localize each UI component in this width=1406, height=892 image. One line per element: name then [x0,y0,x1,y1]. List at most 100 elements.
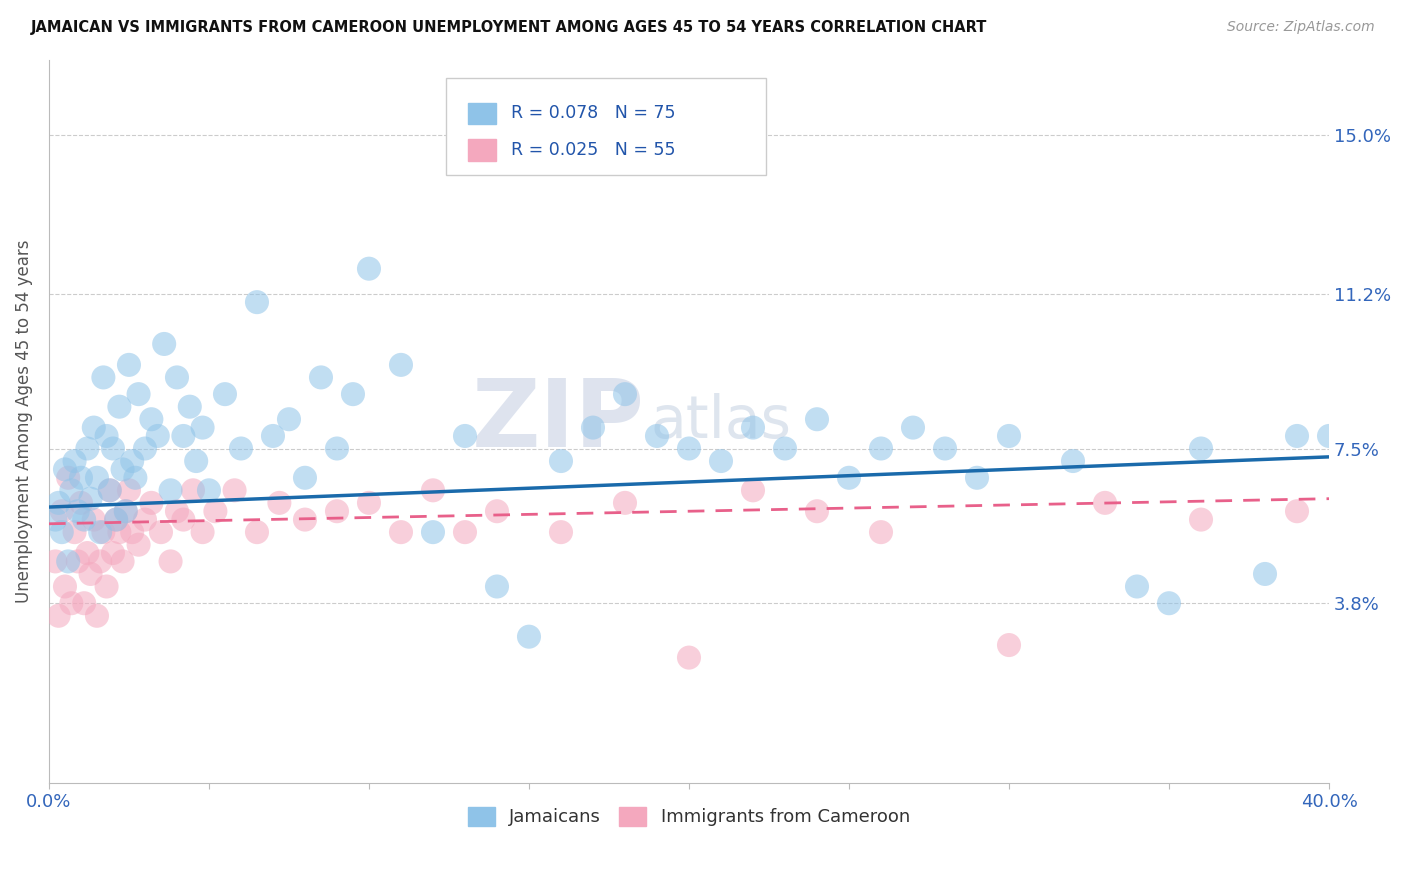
Point [870,525,893,540]
Point [98,483,121,498]
Point [172,513,194,527]
Legend: Jamaicans, Immigrants from Cameroon: Jamaicans, Immigrants from Cameroon [458,798,920,836]
Point [53,462,76,476]
Point [96,580,118,594]
Point [262,429,284,443]
Point [614,387,637,401]
Point [582,420,605,434]
Point [1285,504,1308,518]
Y-axis label: Unemployment Among Ages 45 to 54 years: Unemployment Among Ages 45 to 54 years [15,240,32,603]
Point [614,496,637,510]
Point [806,412,828,426]
Point [44,554,66,568]
Point [1094,496,1116,510]
Point [134,442,156,456]
Point [1189,442,1212,456]
Point [141,496,163,510]
Point [1189,513,1212,527]
Text: R = 0.078   N = 75: R = 0.078 N = 75 [510,104,675,122]
Point [83,513,105,527]
Point [134,513,156,527]
Point [172,429,194,443]
Point [63,525,86,540]
Point [111,462,134,476]
Point [66,554,89,568]
Text: atlas: atlas [651,392,792,450]
Point [86,471,108,485]
Point [422,483,444,498]
Text: JAMAICAN VS IMMIGRANTS FROM CAMEROON UNEMPLOYMENT AMONG AGES 45 TO 54 YEARS CORR: JAMAICAN VS IMMIGRANTS FROM CAMEROON UNE… [31,20,987,35]
Point [342,387,364,401]
Point [742,483,765,498]
Point [198,483,221,498]
Point [966,471,988,485]
Point [517,630,540,644]
Point [901,420,924,434]
Point [422,525,444,540]
Point [70,496,93,510]
Point [186,454,208,468]
Point [309,370,332,384]
Point [1317,429,1340,443]
Point [128,538,150,552]
Point [214,387,236,401]
Point [76,442,98,456]
Point [550,454,572,468]
Point [1285,429,1308,443]
Point [118,358,141,372]
Point [149,525,172,540]
Point [124,471,146,485]
Point [204,504,226,518]
Point [389,358,412,372]
Point [101,546,124,560]
Point [179,400,201,414]
Point [159,483,181,498]
Point [1157,596,1180,610]
Point [773,442,796,456]
Bar [468,139,496,161]
Text: ZIP: ZIP [471,376,644,467]
Point [191,525,214,540]
Point [357,261,380,276]
Point [678,650,700,665]
Point [454,525,477,540]
Point [101,442,124,456]
Point [838,471,860,485]
Bar [468,103,496,124]
Point [93,370,115,384]
Point [485,580,508,594]
Point [710,454,733,468]
Point [108,400,131,414]
Point [224,483,246,498]
Point [934,442,956,456]
Point [66,504,89,518]
Point [141,412,163,426]
Point [60,483,83,498]
Point [870,442,893,456]
Point [278,412,301,426]
Point [645,429,668,443]
Point [678,442,700,456]
Point [105,513,128,527]
Point [389,525,412,540]
Point [76,546,98,560]
Point [269,496,291,510]
Point [246,295,269,310]
Point [357,496,380,510]
Point [60,596,83,610]
Point [246,525,269,540]
Point [294,513,316,527]
Point [70,471,93,485]
Point [229,442,252,456]
Point [83,420,105,434]
Point [51,525,73,540]
Point [166,370,188,384]
Point [53,580,76,594]
Point [166,504,188,518]
Point [326,504,349,518]
Point [294,471,316,485]
Point [73,596,96,610]
Point [1062,454,1084,468]
Point [51,504,73,518]
Point [998,638,1021,652]
